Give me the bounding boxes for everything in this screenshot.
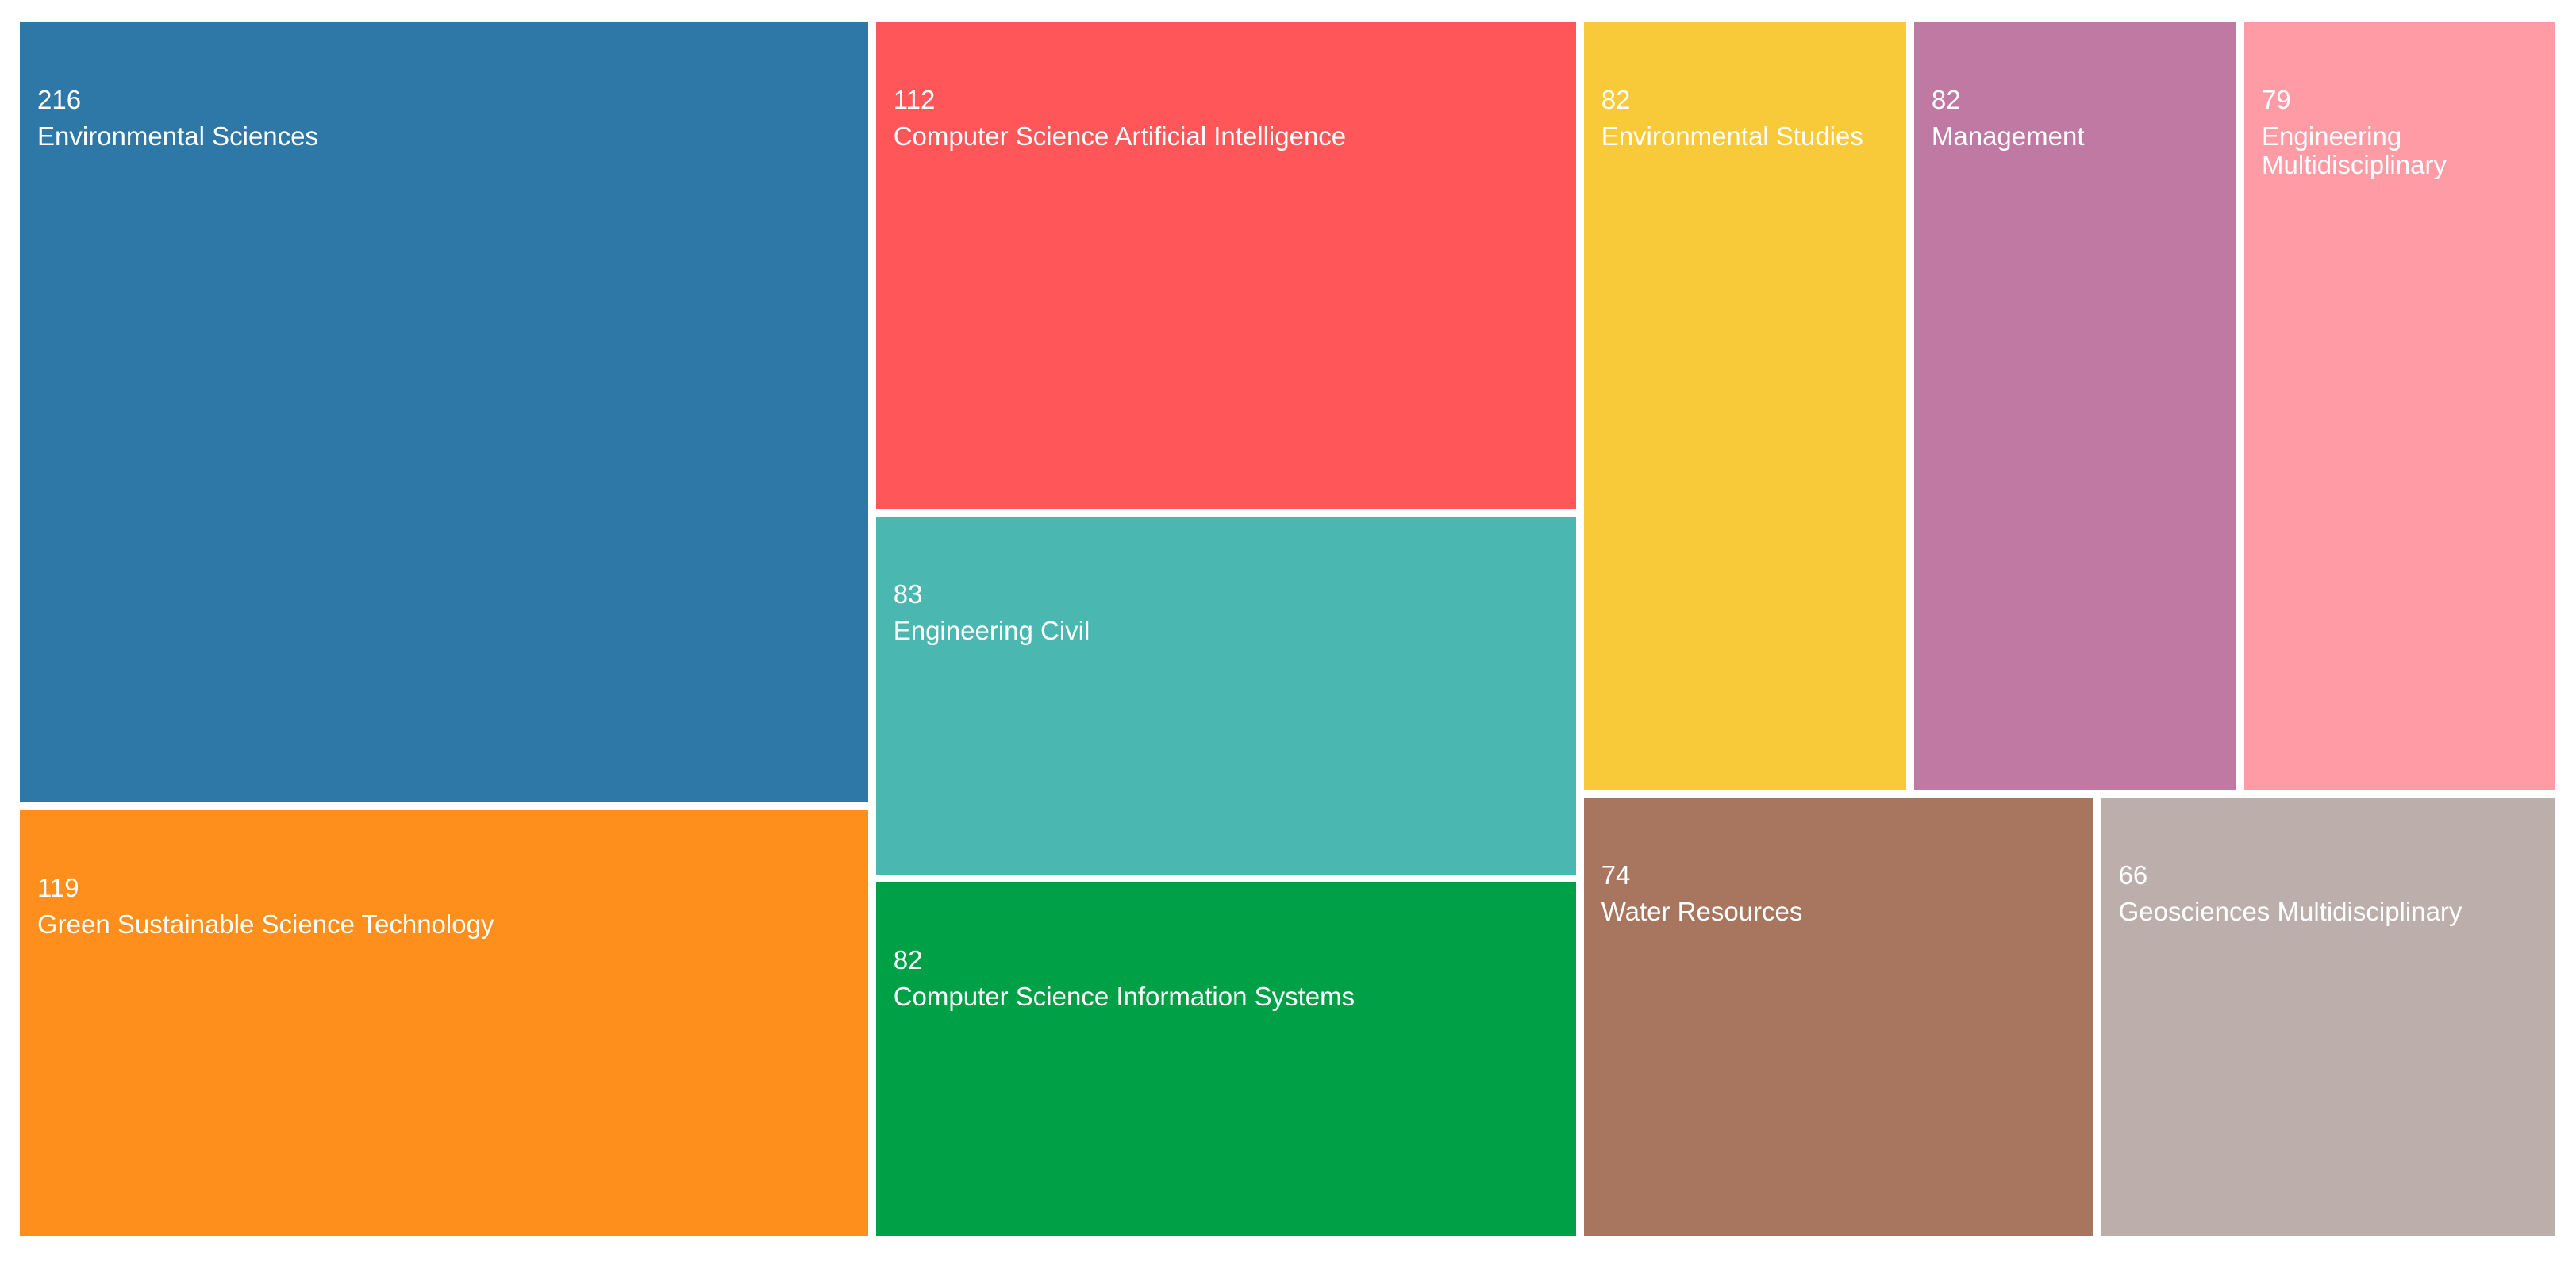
tile: 82 Management <box>1913 22 2237 790</box>
tile: 74 Water Resources <box>1583 798 2093 1236</box>
tile-label: Computer Science Artificial Intelligence <box>893 121 1347 151</box>
tile: 216 Environmental Sciences <box>20 22 868 802</box>
tile-value: 74 <box>1601 860 1631 890</box>
tile-label: Engineering Civil <box>893 615 1090 645</box>
tile: 119 Green Sustainable Science Technology <box>20 809 868 1236</box>
tile-value: 216 <box>37 85 82 114</box>
tile-label: Geosciences Multidisciplinary <box>2118 897 2463 927</box>
tile-label: Environmental Studies <box>1601 121 1863 151</box>
tile: 82 Environmental Studies <box>1583 22 1906 790</box>
tile: 83 Engineering Civil <box>875 516 1576 875</box>
tile-value: 79 <box>2262 85 2291 114</box>
tile-value: 112 <box>893 85 936 114</box>
tile-value: 82 <box>1601 85 1631 114</box>
tile-label: Management <box>1931 121 2085 151</box>
tile-label: Water Resources <box>1601 897 1803 927</box>
tile: 79 Engineering Multidisciplinary <box>2244 22 2555 790</box>
treemap: 216 Environmental Sciences 119 Green Sustai… <box>20 22 2563 1244</box>
tile: 66 Geosciences Multidisciplinary <box>2101 798 2555 1236</box>
tile-label: Green Sustainable Science Technology <box>37 909 494 939</box>
tile: 112 Computer Science Artificial Intellige… <box>875 22 1576 509</box>
tile: 82 Computer Science Information Systems <box>875 882 1576 1236</box>
tile-value: 83 <box>893 579 923 609</box>
tile-value: 82 <box>1931 85 1961 114</box>
tile-label: Engineering Multidisciplinary <box>2262 121 2447 179</box>
tile-label: Environmental Sciences <box>37 121 319 151</box>
tile-value: 66 <box>2118 860 2148 890</box>
tile-label: Computer Science Information Systems <box>893 982 1355 1012</box>
tile-value: 82 <box>893 945 923 975</box>
tile-value: 119 <box>37 872 79 902</box>
